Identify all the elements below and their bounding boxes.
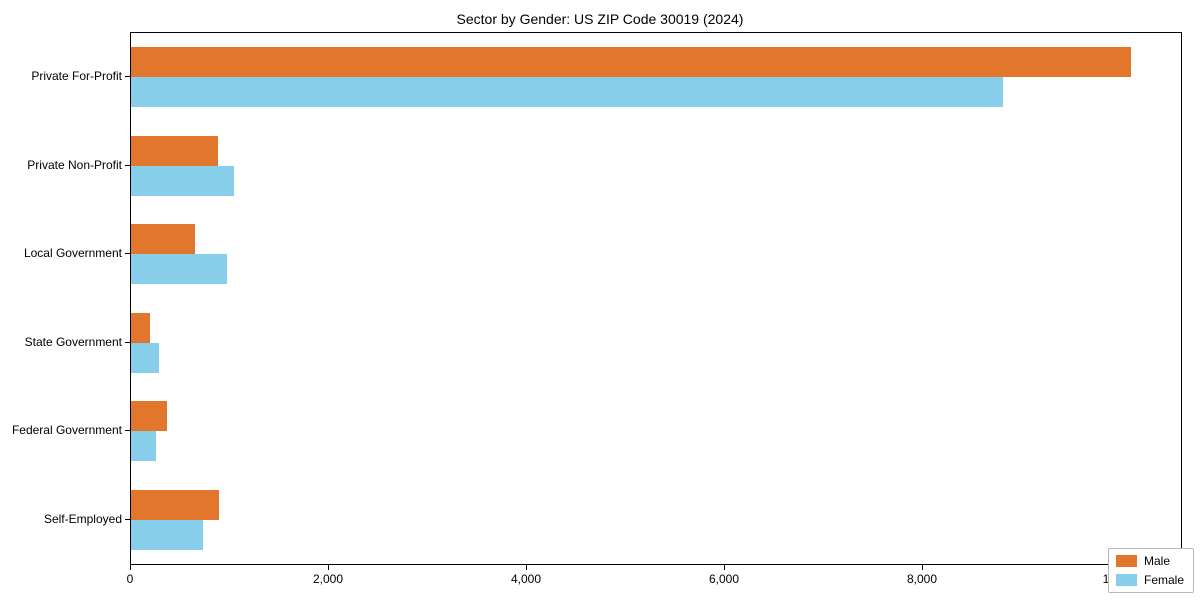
legend-entry: Male <box>1115 554 1184 568</box>
y-tick-mark <box>125 253 130 255</box>
y-tick-mark <box>125 430 130 432</box>
x-tick-label: 4,000 <box>510 572 542 586</box>
bar-female <box>131 342 159 373</box>
x-tick-mark <box>130 565 131 570</box>
y-tick-mark <box>125 341 130 343</box>
y-tick-mark <box>125 164 130 166</box>
x-tick-mark <box>922 565 923 570</box>
x-tick-label: 8,000 <box>906 572 938 586</box>
bar-male <box>131 401 167 432</box>
y-tick-mark <box>125 518 130 520</box>
legend-swatch-icon <box>1115 555 1137 567</box>
bar-male <box>131 47 1131 78</box>
legend: Male Female <box>1107 548 1194 593</box>
bar-female <box>131 165 234 196</box>
plot-area <box>130 32 1182 565</box>
x-tick-label: 2,000 <box>312 572 344 586</box>
x-tick-mark <box>724 565 725 570</box>
x-tick-label: 0 <box>126 572 134 586</box>
y-tick-label: Self-Employed <box>43 511 122 526</box>
legend-entry: Female <box>1115 573 1184 587</box>
chart-title: Sector by Gender: US ZIP Code 30019 (202… <box>456 11 744 27</box>
bar-male <box>131 489 219 520</box>
bar-male <box>131 224 195 255</box>
y-tick-mark <box>125 76 130 78</box>
y-tick-label: Private Non-Profit <box>27 157 122 172</box>
x-tick-mark <box>526 565 527 570</box>
legend-swatch-icon <box>1115 574 1137 586</box>
bar-male <box>131 312 150 343</box>
bar-female <box>131 519 203 550</box>
bar-female <box>131 431 156 462</box>
bar-female <box>131 77 1003 108</box>
legend-label: Male <box>1143 554 1170 568</box>
x-tick-mark <box>328 565 329 570</box>
y-tick-label: Local Government <box>23 246 122 261</box>
x-tick-label: 6,000 <box>708 572 740 586</box>
bar-female <box>131 254 227 285</box>
bar-male <box>131 135 218 166</box>
y-tick-label: State Government <box>24 334 122 349</box>
y-tick-label: Private For-Profit <box>31 69 122 84</box>
legend-label: Female <box>1143 573 1184 587</box>
y-tick-label: Federal Government <box>11 423 122 438</box>
